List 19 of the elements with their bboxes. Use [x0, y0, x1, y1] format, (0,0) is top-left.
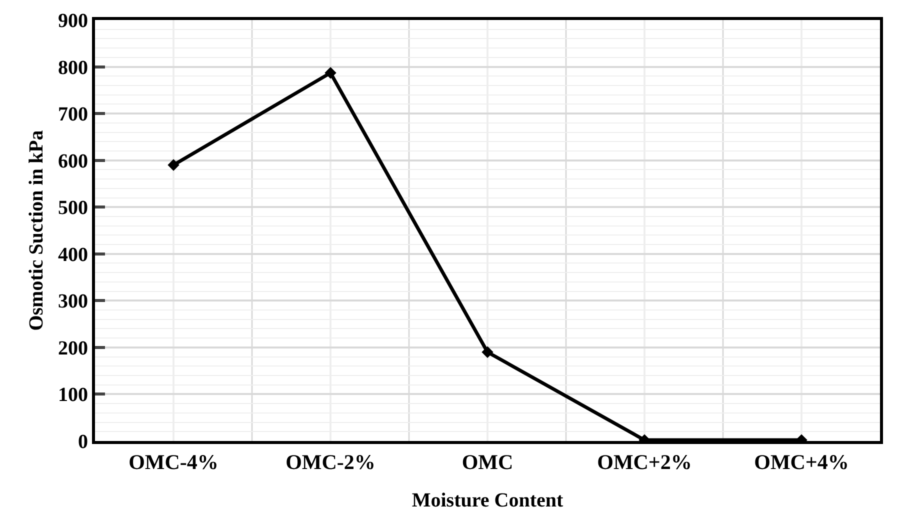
y-tick-label: 300 [58, 290, 88, 313]
y-axis-title: Osmotic Suction in kPa [26, 130, 48, 331]
x-axis-title: Moisture Content [412, 490, 564, 512]
point [168, 159, 180, 171]
y-tick-label: 200 [58, 337, 88, 360]
y-tick-label: 700 [58, 104, 88, 126]
y-tick-label: 600 [58, 150, 88, 172]
x-tick-label: OMC-4% [128, 450, 218, 474]
x-tick-label: OMC [462, 450, 514, 474]
y-tick-label: 800 [58, 56, 88, 79]
x-tick-label: OMC+2% [597, 450, 692, 474]
point [324, 67, 336, 79]
x-tick-label: OMC+4% [754, 450, 849, 474]
x-tick-label: OMC-2% [286, 450, 376, 474]
y-tick-label: 500 [58, 197, 88, 220]
y-tick-label: 100 [58, 384, 88, 406]
y-tick-label: 900 [58, 10, 88, 32]
y-tick-label: 0 [78, 431, 88, 453]
y-tick-label: 400 [58, 244, 88, 266]
